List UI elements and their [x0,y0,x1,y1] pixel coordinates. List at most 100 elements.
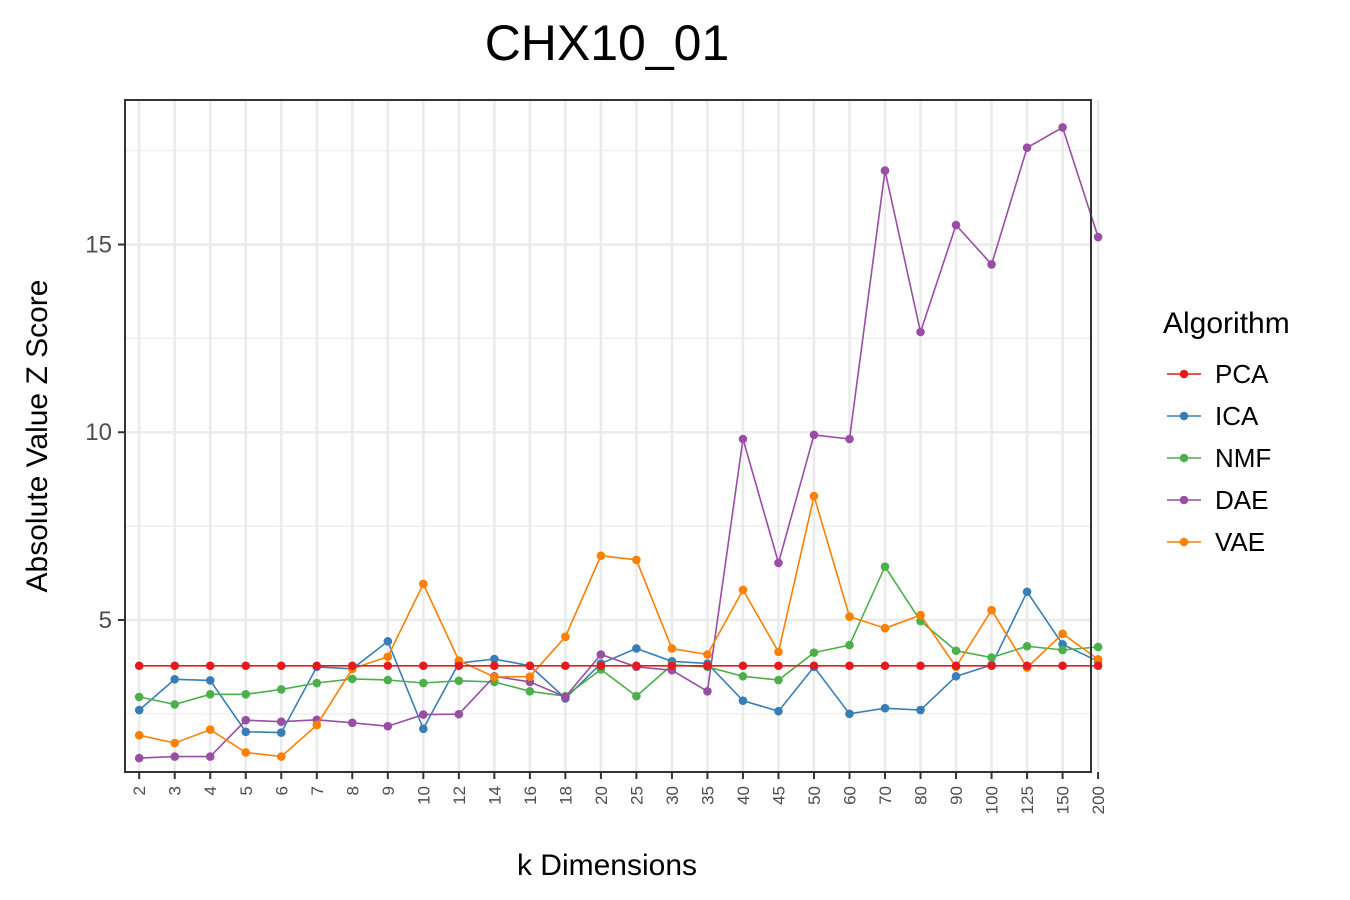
data-point-pca [738,661,748,671]
y-tick-label: 15 [85,232,112,259]
y-axis: 5 10 15 [85,232,125,634]
data-point-nmf [845,640,854,650]
data-point-pca [312,661,322,671]
data-point-ica [383,637,393,646]
plot-panel-border [124,99,1092,773]
data-point-vae [738,585,748,595]
legend-label: ICA [1215,401,1259,431]
x-tick-label: 25 [627,786,646,805]
data-point-nmf [951,646,961,656]
series-line-ica [138,590,1099,734]
data-point-pca [667,661,677,671]
x-tick-label: 16 [521,786,540,805]
data-point-dae [951,220,961,230]
data-point-pca [419,661,428,671]
data-point-vae [845,612,854,621]
data-point-ica [1022,587,1032,597]
data-point-pca [880,661,890,671]
data-point-pca [1058,661,1067,671]
data-point-vae [880,623,890,633]
data-point-ica [774,706,783,716]
x-tick-label: 70 [876,786,895,805]
x-tick-label: 35 [698,786,717,805]
legend-key-point [1179,453,1189,463]
data-point-ica [241,727,251,737]
data-point-dae [596,650,606,659]
data-point-pca [1093,661,1103,671]
series-nmf [134,562,1103,709]
x-tick-label: 9 [379,786,398,795]
data-point-dae [845,434,854,444]
series-line-vae [139,492,1099,758]
series-line-dae [139,126,1099,759]
series-layer [134,123,1103,763]
data-point-vae [1058,629,1067,639]
data-point-vae [276,752,286,761]
data-point-ica [880,703,890,713]
legend-label: DAE [1215,485,1268,515]
x-tick-label: 14 [485,786,504,805]
data-point-ica [419,724,428,734]
data-point-dae [774,558,783,568]
y-tick-label: 5 [99,607,112,634]
data-point-nmf [454,676,464,686]
data-point-pca [347,661,357,671]
legend-item-pca: PCA [1167,359,1269,389]
data-point-dae [241,715,251,725]
data-point-dae [134,753,144,763]
data-point-pca [205,661,215,671]
data-point-vae [525,672,535,681]
data-point-pca [703,661,712,671]
data-point-nmf [632,691,641,701]
data-point-vae [561,632,570,642]
data-point-pca [1022,661,1032,671]
data-point-ica [276,728,286,737]
data-point-pca [525,661,535,671]
x-axis: 2 3 4 5 6 7 8 9 10 12 14 16 18 20 25 30 35 40 45 50 60 70 80 90… [130,772,1108,814]
data-point-nmf [738,671,748,681]
data-point-nmf [1058,645,1067,655]
data-point-nmf [774,675,783,685]
data-point-dae [419,710,428,719]
x-tick-label: 12 [450,786,469,805]
data-point-nmf [276,685,286,694]
data-point-pca [276,661,286,671]
legend-item-dae: DAE [1167,485,1268,515]
legend-label: NMF [1215,443,1271,473]
data-point-ica [490,654,499,664]
data-point-vae [632,555,641,565]
data-point-vae [703,650,712,659]
data-point-pca [632,661,641,671]
legend-label: VAE [1215,527,1265,557]
data-point-pca [951,661,961,671]
legend-title: Algorithm [1163,307,1290,340]
data-point-dae [1093,232,1103,242]
data-point-vae [419,579,428,589]
legend-item-ica: ICA [1167,401,1259,431]
x-tick-label: 200 [1089,786,1108,814]
data-point-ica [205,676,215,685]
data-point-dae [987,260,996,269]
data-point-dae [276,717,286,726]
data-point-ica [845,709,854,719]
data-point-ica [632,644,641,653]
data-point-dae [383,721,393,731]
x-tick-label: 10 [414,786,433,805]
data-point-nmf [525,686,535,696]
x-tick-label: 125 [1018,786,1037,814]
data-point-pca [490,661,499,671]
data-point-pca [809,661,819,671]
series-pca [134,661,1103,671]
x-tick-label: 6 [272,786,291,795]
x-axis-title: k Dimensions [517,849,697,882]
x-tick-label: 18 [556,786,575,805]
data-point-dae [454,709,464,719]
data-point-vae [667,644,677,653]
x-tick-label: 80 [912,786,931,805]
data-point-dae [703,686,712,696]
data-point-dae [347,718,357,728]
x-tick-label: 5 [237,786,256,795]
x-tick-label: 4 [201,786,220,795]
data-point-nmf [241,689,251,699]
x-tick-label: 50 [805,786,824,805]
